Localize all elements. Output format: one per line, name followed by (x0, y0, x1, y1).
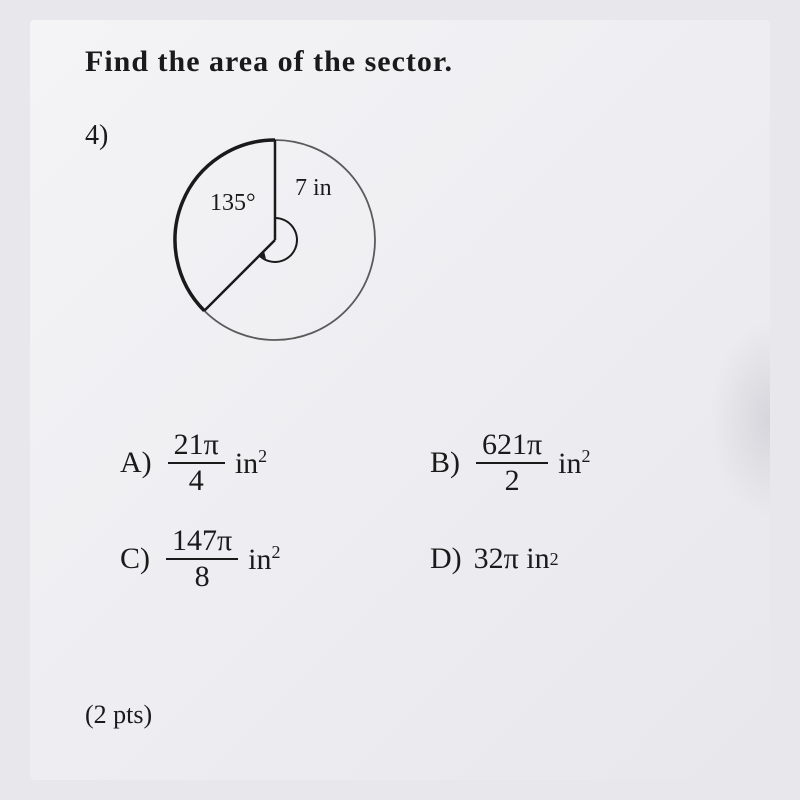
angle-label: 135° (210, 190, 256, 217)
unit-a: in2 (235, 446, 267, 481)
page-shadow (710, 320, 770, 520)
sector-arc (175, 140, 275, 311)
radius-lower (204, 240, 275, 311)
worksheet-page: Find the area of the sector. 4) 135° 7 i… (30, 20, 770, 780)
fraction-a: 21π 4 (168, 430, 225, 496)
choice-c: C) 147π 8 in2 (120, 526, 430, 592)
points-label: (2 pts) (85, 700, 152, 730)
choice-b: B) 621π 2 in2 (430, 430, 591, 496)
choice-letter-c: C) (120, 542, 150, 576)
radius-label: 7 in (295, 175, 332, 202)
choice-letter-a: A) (120, 446, 152, 480)
numerator-b: 621π (476, 430, 548, 464)
question-number: 4) (85, 120, 108, 152)
denominator-a: 4 (189, 464, 204, 496)
choice-row-2: C) 147π 8 in2 D) 32π in2 (120, 526, 591, 592)
numerator-a: 21π (168, 430, 225, 464)
denominator-b: 2 (505, 464, 520, 496)
choice-row-1: A) 21π 4 in2 B) 621π 2 in2 (120, 430, 591, 496)
answer-choices: A) 21π 4 in2 B) 621π 2 in2 C) 147π (120, 430, 591, 622)
choice-a: A) 21π 4 in2 (120, 430, 430, 496)
flat-d: 32π in (474, 542, 550, 576)
choice-d: D) 32π in2 (430, 526, 559, 592)
question-title: Find the area of the sector. (85, 45, 453, 79)
fraction-c: 147π 8 (166, 526, 238, 592)
fraction-b: 621π 2 (476, 430, 548, 496)
choice-letter-b: B) (430, 446, 460, 480)
numerator-c: 147π (166, 526, 238, 560)
sector-diagram (160, 125, 390, 360)
unit-b: in2 (558, 446, 590, 481)
choice-letter-d: D) (430, 542, 462, 576)
denominator-c: 8 (195, 560, 210, 592)
unit-c: in2 (248, 542, 280, 577)
